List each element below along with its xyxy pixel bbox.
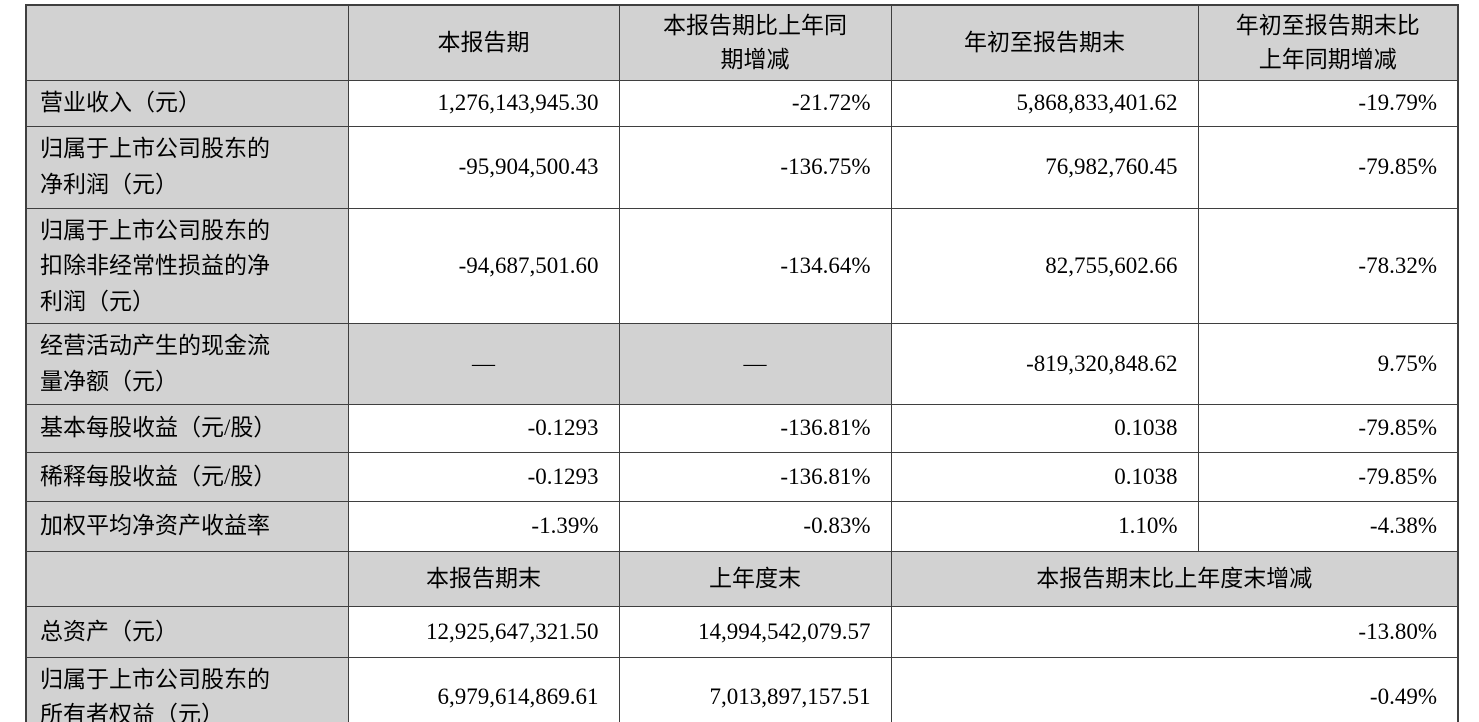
- row-label: 基本每股收益（元/股）: [25, 403, 349, 453]
- value-period-end: 6,979,614,869.61: [347, 656, 620, 722]
- value-period-end: 12,925,647,321.50: [347, 605, 620, 658]
- header-row-period: 本报告期 本报告期比上年同 期增减 年初至报告期末 年初至报告期末比 上年同期增…: [25, 4, 1459, 81]
- value-prior-year-end: 7,013,897,157.51: [618, 656, 892, 722]
- row-weighted-avg-roe: 加权平均净资产收益率 -1.39% -0.83% 1.10% -4.38%: [25, 500, 1459, 552]
- value-current-yoy: -134.64%: [618, 207, 892, 325]
- header-ytd: 年初至报告期末: [890, 4, 1199, 81]
- row-label: 稀释每股收益（元/股）: [25, 451, 349, 502]
- value-ytd: -819,320,848.62: [890, 323, 1199, 405]
- value-ytd: 0.1038: [890, 403, 1199, 453]
- value-current-yoy: -21.72%: [618, 79, 892, 127]
- value-current-yoy: -0.83%: [618, 500, 892, 552]
- value-current: -1.39%: [347, 500, 620, 552]
- value-current-yoy: -136.81%: [618, 451, 892, 502]
- key-financials-table: 本报告期 本报告期比上年同 期增减 年初至报告期末 年初至报告期末比 上年同期增…: [25, 4, 1459, 722]
- value-ytd-yoy: -79.85%: [1197, 125, 1459, 209]
- row-label: 加权平均净资产收益率: [25, 500, 349, 552]
- row-label: 总资产（元）: [25, 605, 349, 658]
- row-label: 归属于上市公司股东的 净利润（元）: [25, 125, 349, 209]
- header-corner-cell-2: [25, 550, 349, 607]
- value-ytd: 76,982,760.45: [890, 125, 1199, 209]
- row-net-profit: 归属于上市公司股东的 净利润（元） -95,904,500.43 -136.75…: [25, 125, 1459, 209]
- row-net-profit-excl-nonrecurring: 归属于上市公司股东的 扣除非经常性损益的净 利润（元） -94,687,501.…: [25, 207, 1459, 325]
- value-current: -95,904,500.43: [347, 125, 620, 209]
- header-prior-year-end: 上年度末: [618, 550, 892, 607]
- header-ytd-yoy: 年初至报告期末比 上年同期增减: [1197, 4, 1459, 81]
- row-label: 营业收入（元）: [25, 79, 349, 127]
- value-ytd-yoy: -4.38%: [1197, 500, 1459, 552]
- value-ytd: 5,868,833,401.62: [890, 79, 1199, 127]
- header-row-period-end: 本报告期末 上年度末 本报告期末比上年度末增减: [25, 550, 1459, 607]
- value-current: -0.1293: [347, 403, 620, 453]
- value-ytd: 1.10%: [890, 500, 1199, 552]
- value-ytd-yoy: 9.75%: [1197, 323, 1459, 405]
- value-current: -0.1293: [347, 451, 620, 502]
- value-current: 1,276,143,945.30: [347, 79, 620, 127]
- header-period-end-change: 本报告期末比上年度末增减: [890, 550, 1459, 607]
- value-current-yoy: -136.75%: [618, 125, 892, 209]
- row-label: 经营活动产生的现金流 量净额（元）: [25, 323, 349, 405]
- value-ytd-yoy: -79.85%: [1197, 403, 1459, 453]
- header-current-period-yoy: 本报告期比上年同 期增减: [618, 4, 892, 81]
- value-ytd: 82,755,602.66: [890, 207, 1199, 325]
- row-total-assets: 总资产（元） 12,925,647,321.50 14,994,542,079.…: [25, 605, 1459, 658]
- value-current-dash: —: [347, 323, 620, 405]
- header-current-period: 本报告期: [347, 4, 620, 81]
- value-current-yoy: -136.81%: [618, 403, 892, 453]
- value-ytd-yoy: -19.79%: [1197, 79, 1459, 127]
- value-current: -94,687,501.60: [347, 207, 620, 325]
- header-period-end: 本报告期末: [347, 550, 620, 607]
- value-change: -0.49%: [890, 656, 1459, 722]
- value-ytd-yoy: -78.32%: [1197, 207, 1459, 325]
- value-current-yoy-dash: —: [618, 323, 892, 405]
- value-prior-year-end: 14,994,542,079.57: [618, 605, 892, 658]
- row-diluted-eps: 稀释每股收益（元/股） -0.1293 -136.81% 0.1038 -79.…: [25, 451, 1459, 502]
- value-ytd: 0.1038: [890, 451, 1199, 502]
- row-equity-attributable: 归属于上市公司股东的 所有者权益（元） 6,979,614,869.61 7,0…: [25, 656, 1459, 722]
- header-corner-cell: [25, 4, 349, 81]
- row-label: 归属于上市公司股东的 所有者权益（元）: [25, 656, 349, 722]
- row-label: 归属于上市公司股东的 扣除非经常性损益的净 利润（元）: [25, 207, 349, 325]
- value-ytd-yoy: -79.85%: [1197, 451, 1459, 502]
- value-change: -13.80%: [890, 605, 1459, 658]
- row-basic-eps: 基本每股收益（元/股） -0.1293 -136.81% 0.1038 -79.…: [25, 403, 1459, 453]
- row-operating-revenue: 营业收入（元） 1,276,143,945.30 -21.72% 5,868,8…: [25, 79, 1459, 127]
- row-operating-cash-flow: 经营活动产生的现金流 量净额（元） — — -819,320,848.62 9.…: [25, 323, 1459, 405]
